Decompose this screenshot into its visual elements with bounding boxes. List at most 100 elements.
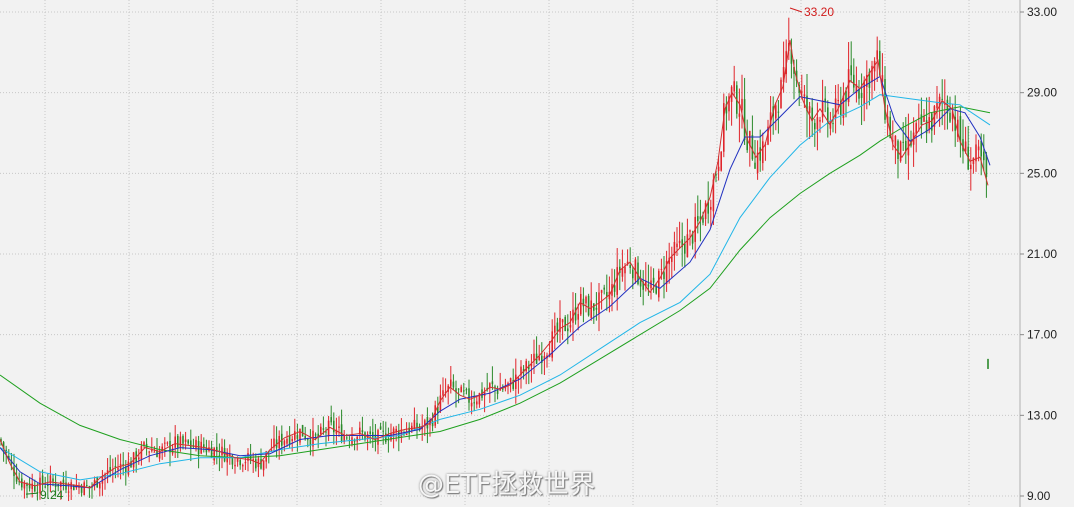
candle-body: [447, 385, 449, 392]
candle-body: [244, 462, 247, 464]
candle-body: [767, 126, 769, 145]
candle-body: [972, 157, 975, 164]
candle-body: [834, 98, 837, 118]
candle-body: [733, 81, 735, 92]
candle-body: [769, 112, 772, 125]
candle-body: [699, 216, 702, 220]
candle-body: [585, 296, 587, 304]
candle-body: [395, 428, 397, 433]
candle-body: [151, 450, 153, 452]
candle-body: [28, 483, 31, 489]
candle-body: [808, 106, 811, 114]
candle-body: [184, 439, 187, 442]
candle-body: [60, 482, 62, 487]
candle-body: [556, 322, 559, 332]
candle-body: [678, 240, 681, 244]
candle-body: [920, 114, 923, 125]
candle-body: [379, 426, 382, 430]
candle-body: [494, 386, 496, 388]
candle-body: [190, 440, 192, 448]
candle-body: [881, 75, 884, 82]
candle-body: [673, 241, 676, 256]
candle-body: [746, 136, 748, 151]
candle-body: [762, 141, 764, 164]
candle-body: [775, 105, 777, 119]
candle-body: [158, 450, 161, 459]
candle-body: [530, 363, 533, 367]
candle-body: [853, 74, 855, 88]
candle-body: [712, 179, 715, 212]
candle-body: [177, 435, 179, 448]
candle-body: [561, 319, 564, 323]
candle-body: [964, 141, 967, 152]
candle-body: [985, 154, 988, 177]
candle-body: [67, 491, 70, 493]
candle-body: [512, 380, 514, 389]
candle-body: [894, 135, 897, 146]
candle-body: [749, 130, 751, 146]
candle-body: [2, 442, 5, 450]
candle-body: [957, 119, 959, 137]
candle-body: [684, 243, 686, 254]
candle-body: [587, 295, 590, 316]
candle-body: [931, 113, 933, 131]
candle-body: [260, 458, 262, 469]
candle-body: [44, 486, 46, 488]
candle-body: [15, 476, 18, 482]
candle-body: [465, 389, 468, 391]
candle-body: [892, 140, 894, 142]
candle-body: [681, 239, 683, 247]
candle-body: [182, 436, 184, 444]
candle-body: [470, 402, 473, 407]
candle-body: [99, 482, 101, 489]
candle-body: [520, 366, 522, 376]
candle-body: [491, 381, 494, 385]
candle-body: [816, 117, 819, 130]
candle-body: [923, 115, 925, 122]
candle-body: [663, 272, 665, 280]
candle-body: [468, 388, 470, 403]
candle-body: [39, 477, 41, 494]
candle-body: [457, 388, 460, 390]
candle-body: [0, 439, 2, 443]
candle-body: [200, 441, 202, 454]
candle-body: [858, 88, 860, 99]
candle-body: [671, 256, 673, 262]
candle-body: [866, 74, 868, 87]
y-tick-label: 33.00: [1027, 5, 1057, 19]
candle-body: [372, 432, 374, 438]
candle-body: [109, 467, 111, 472]
candle-body: [569, 325, 572, 328]
candle-body: [842, 95, 845, 118]
candle-body: [390, 433, 392, 441]
candle-body: [806, 95, 808, 112]
candle-body: [850, 65, 852, 76]
candle-body: [41, 475, 44, 485]
candle-body: [127, 461, 130, 475]
ma-slow-line: [0, 94, 991, 481]
candle-body: [946, 99, 949, 114]
candle-body: [754, 162, 756, 169]
candle-body: [959, 116, 962, 143]
candle-body: [580, 294, 582, 315]
candle-body: [509, 378, 512, 383]
annotation-low-label: 9.24: [40, 488, 64, 502]
candle-body: [983, 151, 985, 161]
candle-body: [525, 361, 527, 372]
candle-body: [554, 325, 556, 333]
candle-body: [905, 141, 907, 152]
candle-body: [559, 317, 561, 333]
candle-body: [473, 402, 475, 404]
candle-body: [88, 485, 91, 489]
candle-body: [291, 439, 293, 441]
candle-body: [743, 99, 746, 140]
candle-body: [205, 447, 208, 453]
candle-body: [197, 440, 200, 455]
candle-body: [655, 286, 657, 294]
candle-body: [814, 122, 816, 130]
candle-body: [645, 281, 647, 287]
candle-body: [195, 439, 197, 448]
candle-body: [148, 451, 150, 453]
